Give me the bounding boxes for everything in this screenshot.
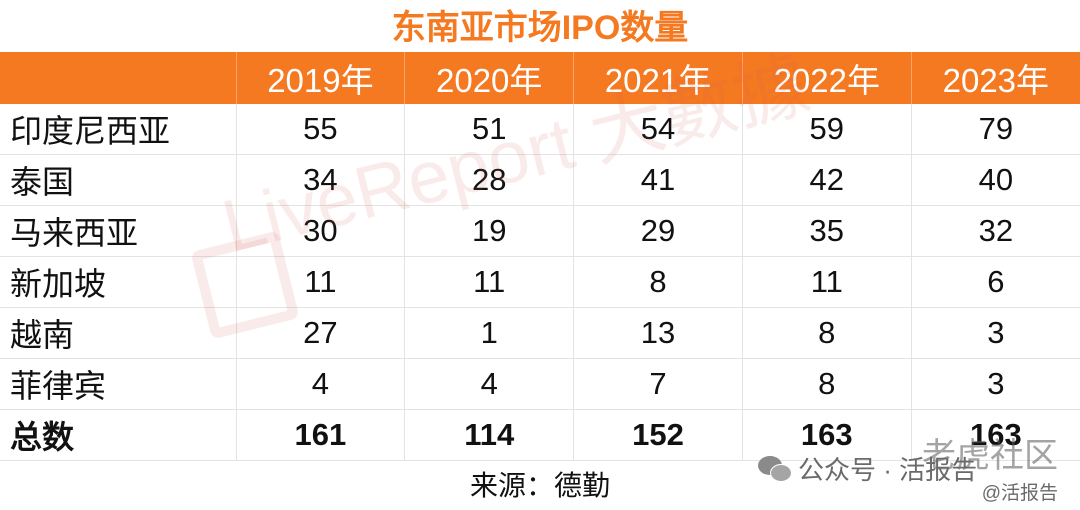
- table-title: 东南亚市场IPO数量: [391, 9, 689, 47]
- table-cell: 7: [573, 358, 743, 410]
- header-cell-2023: 2023年: [911, 52, 1080, 104]
- table-cell: 114: [404, 409, 575, 461]
- table-cell: 163: [911, 409, 1080, 461]
- table-cell: 3: [911, 358, 1080, 410]
- header-cell-label: [0, 52, 237, 104]
- row-label: 新加坡: [0, 256, 237, 308]
- total-row: 总数 161 114 152 163 163: [0, 409, 1080, 461]
- table-cell: 8: [573, 256, 743, 308]
- table-cell: 54: [573, 104, 743, 155]
- header-row: 2019年 2020年 2021年 2022年 2023年: [0, 52, 1080, 104]
- table-cell: 27: [236, 307, 406, 359]
- header-cell-2022: 2022年: [742, 52, 912, 104]
- table-cell: 11: [404, 256, 575, 308]
- table-row: 越南 27 1 13 8 3: [0, 307, 1080, 359]
- table-cell: 28: [404, 154, 575, 206]
- row-label: 越南: [0, 307, 237, 359]
- table-cell: 79: [911, 104, 1080, 155]
- table-cell: 51: [404, 104, 575, 155]
- table-cell: 59: [742, 104, 912, 155]
- table-cell: 13: [573, 307, 743, 359]
- table-cell: 6: [911, 256, 1080, 308]
- table-cell: 8: [742, 307, 912, 359]
- row-label: 印度尼西亚: [0, 104, 237, 155]
- table-cell: 152: [573, 409, 743, 461]
- table-cell: 19: [404, 205, 575, 257]
- table-cell: 32: [911, 205, 1080, 257]
- header-cell-2020: 2020年: [404, 52, 575, 104]
- header-cell-2021: 2021年: [573, 52, 743, 104]
- table-cell: 4: [404, 358, 575, 410]
- header-cell-2019: 2019年: [236, 52, 406, 104]
- table-cell: 11: [742, 256, 912, 308]
- source-note: 来源：德勤: [469, 470, 610, 501]
- table-cell: 34: [236, 154, 406, 206]
- table-row: 新加坡 11 11 8 11 6: [0, 256, 1080, 308]
- table-cell: 29: [573, 205, 743, 257]
- table-cell: 161: [236, 409, 406, 461]
- table-cell: 30: [236, 205, 406, 257]
- table-cell: 4: [236, 358, 406, 410]
- table-row: 泰国 34 28 41 42 40: [0, 154, 1080, 206]
- table-cell: 41: [573, 154, 743, 206]
- table-cell: 11: [236, 256, 406, 308]
- row-label: 泰国: [0, 154, 237, 206]
- ipo-table: 2019年 2020年 2021年 2022年 2023年 印度尼西亚 55 5…: [0, 52, 1080, 461]
- table-cell: 163: [742, 409, 912, 461]
- table-cell: 55: [236, 104, 406, 155]
- table-cell: 42: [742, 154, 912, 206]
- table-cell: 35: [742, 205, 912, 257]
- table-cell: 40: [911, 154, 1080, 206]
- table-row: 菲律宾 4 4 7 8 3: [0, 358, 1080, 410]
- row-label: 总数: [0, 409, 237, 461]
- row-label: 马来西亚: [0, 205, 237, 257]
- table-cell: 3: [911, 307, 1080, 359]
- table-row: 马来西亚 30 19 29 35 32: [0, 205, 1080, 257]
- table-cell: 8: [742, 358, 912, 410]
- table-cell: 1: [404, 307, 575, 359]
- table-row: 印度尼西亚 55 51 54 59 79: [0, 104, 1080, 155]
- row-label: 菲律宾: [0, 358, 237, 410]
